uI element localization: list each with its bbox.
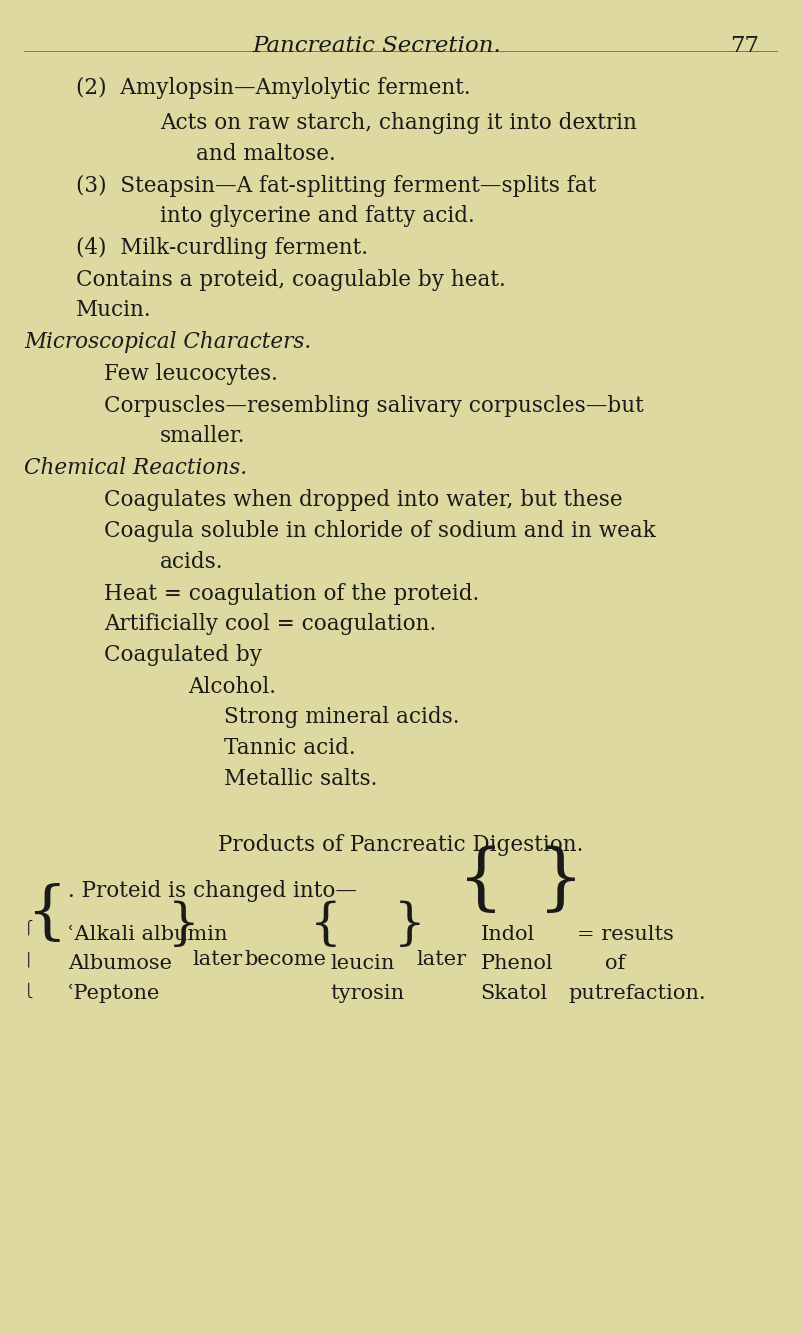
Text: 77: 77 — [731, 35, 759, 57]
Text: Pancreatic Secretion.: Pancreatic Secretion. — [252, 35, 501, 57]
Text: }: } — [538, 846, 584, 916]
Text: Alcohol.: Alcohol. — [188, 676, 276, 698]
Text: Indol: Indol — [481, 925, 535, 944]
Text: {: { — [458, 846, 504, 916]
Text: ⎩: ⎩ — [24, 982, 34, 998]
Text: acids.: acids. — [160, 551, 223, 573]
Text: {: { — [26, 884, 67, 945]
Text: (3)  Steapsin—A fat-splitting ferment—splits fat: (3) Steapsin—A fat-splitting ferment—spl… — [76, 175, 597, 197]
Text: Skatol: Skatol — [481, 984, 548, 1002]
Text: Strong mineral acids.: Strong mineral acids. — [224, 706, 460, 729]
Text: and maltose.: and maltose. — [196, 143, 336, 165]
Text: {: { — [310, 900, 342, 950]
Text: Artificially cool = coagulation.: Artificially cool = coagulation. — [104, 613, 437, 636]
Text: Heat = coagulation of the proteid.: Heat = coagulation of the proteid. — [104, 583, 479, 605]
Text: putrefaction.: putrefaction. — [569, 984, 706, 1002]
Text: later: later — [192, 950, 243, 969]
Text: Mucin.: Mucin. — [76, 299, 151, 321]
Text: Acts on raw starch, changing it into dextrin: Acts on raw starch, changing it into dex… — [160, 112, 637, 135]
Text: . Proteid is changed into—: . Proteid is changed into— — [68, 880, 357, 902]
Text: become: become — [244, 950, 326, 969]
Text: ⎧: ⎧ — [24, 920, 34, 936]
Text: into glycerine and fatty acid.: into glycerine and fatty acid. — [160, 205, 475, 228]
Text: Metallic salts.: Metallic salts. — [224, 768, 377, 790]
Text: Coagula soluble in chloride of sodium and in weak: Coagula soluble in chloride of sodium an… — [104, 520, 656, 543]
Text: Products of Pancreatic Digestion.: Products of Pancreatic Digestion. — [218, 834, 583, 857]
Text: tyrosin: tyrosin — [330, 984, 405, 1002]
Text: of: of — [605, 954, 625, 973]
Text: = results: = results — [577, 925, 674, 944]
Text: Contains a proteid, coagulable by heat.: Contains a proteid, coagulable by heat. — [76, 269, 506, 292]
Text: (2)  Amylopsin—Amylolytic ferment.: (2) Amylopsin—Amylolytic ferment. — [76, 77, 471, 100]
Text: Albumose: Albumose — [68, 954, 172, 973]
Text: Coagulates when dropped into water, but these: Coagulates when dropped into water, but … — [104, 489, 622, 512]
Text: Coagulated by: Coagulated by — [104, 644, 262, 666]
Text: Chemical Reactions.: Chemical Reactions. — [24, 457, 248, 480]
Text: Phenol: Phenol — [481, 954, 553, 973]
Text: ʿPeptone: ʿPeptone — [68, 984, 160, 1002]
Text: (4)  Milk-curdling ferment.: (4) Milk-curdling ferment. — [76, 237, 368, 260]
Text: later: later — [417, 950, 467, 969]
Text: Microscopical Characters.: Microscopical Characters. — [24, 331, 312, 353]
Text: Few leucocytes.: Few leucocytes. — [104, 363, 278, 385]
Text: ⎪: ⎪ — [24, 952, 34, 968]
Text: leucin: leucin — [330, 954, 394, 973]
Text: ʿAlkali albumin: ʿAlkali albumin — [68, 925, 227, 944]
Text: smaller.: smaller. — [160, 425, 246, 448]
Text: Tannic acid.: Tannic acid. — [224, 737, 356, 760]
Text: Corpuscles—resembling salivary corpuscles—but: Corpuscles—resembling salivary corpuscle… — [104, 395, 644, 417]
Text: }: } — [168, 900, 200, 950]
Text: }: } — [394, 900, 426, 950]
